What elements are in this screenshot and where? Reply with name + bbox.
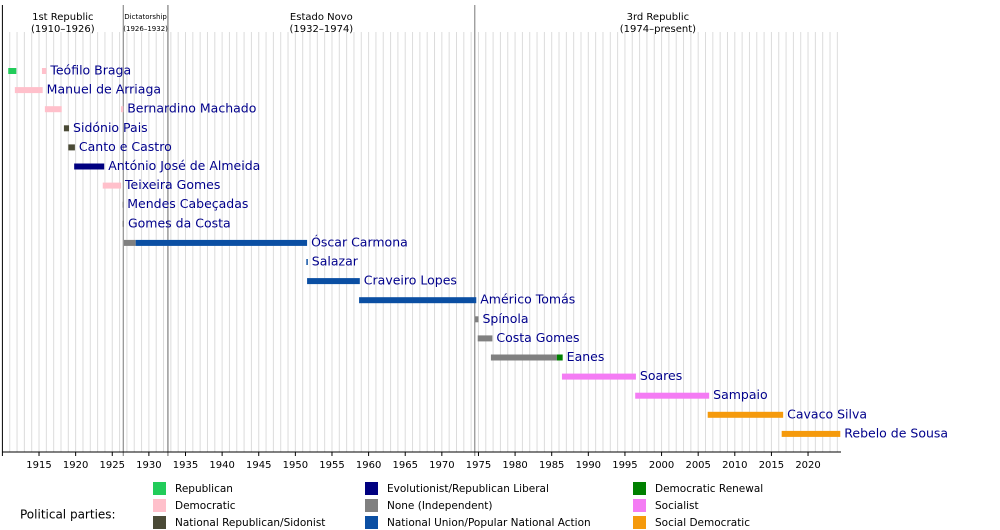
x-tick-label: 1985 <box>539 460 564 471</box>
x-tick-label: 1945 <box>246 460 271 471</box>
legend-label: Social Democratic <box>655 517 750 529</box>
president-name: Craveiro Lopes <box>364 273 457 288</box>
legend-swatch <box>633 499 646 512</box>
term-bar <box>306 259 308 265</box>
president-name: Óscar Carmona <box>311 234 408 249</box>
term-bar <box>102 182 122 189</box>
legend-swatch <box>153 499 166 512</box>
president-name: Rebelo de Sousa <box>844 425 948 440</box>
president-name: Cavaco Silva <box>787 406 867 421</box>
term-bar <box>68 144 75 151</box>
era-name: Estado Novo <box>290 12 353 23</box>
president-name: Teófilo Braga <box>49 63 131 78</box>
x-tick-label: 1995 <box>612 460 637 471</box>
x-tick-label: 2005 <box>685 460 710 471</box>
term-bar <box>44 106 62 113</box>
legend-swatch <box>633 482 646 495</box>
term-bar <box>707 411 784 418</box>
x-tick-label: 1935 <box>173 460 198 471</box>
legend-label: Democratic <box>175 500 236 512</box>
president-name: Gomes da Costa <box>128 215 231 230</box>
era-name: 1st Republic <box>32 12 93 23</box>
president-name: Mendes Cabeçadas <box>127 196 248 211</box>
x-tick-label: 1915 <box>26 460 51 471</box>
legend-swatch <box>365 499 378 512</box>
president-name: Salazar <box>312 254 359 269</box>
term-bar <box>781 430 841 437</box>
term-bar <box>63 125 70 132</box>
legend-label: Evolutionist/Republican Liberal <box>387 483 549 495</box>
legend-swatch <box>633 516 646 529</box>
president-name: Teixeira Gomes <box>124 177 220 192</box>
legend-swatch <box>365 516 378 529</box>
term-bar <box>561 373 636 380</box>
president-name: Canto e Castro <box>79 139 172 154</box>
term-bar <box>135 239 308 246</box>
president-name: Américo Tomás <box>480 292 575 307</box>
term-bar <box>556 354 563 361</box>
x-tick-label: 1955 <box>319 460 344 471</box>
term-bar <box>359 297 477 304</box>
x-tick-label: 1920 <box>63 460 88 471</box>
x-tick-label: 1950 <box>283 460 308 471</box>
x-tick-label: 1970 <box>429 460 454 471</box>
term-bar <box>121 106 124 113</box>
term-bar <box>74 163 105 170</box>
era-name: Dictatorship <box>124 13 167 21</box>
x-tick-label: 1980 <box>502 460 527 471</box>
x-tick-label: 1940 <box>209 460 234 471</box>
term-bar <box>474 316 479 323</box>
legend-swatch <box>153 516 166 529</box>
legend-label: Democratic Renewal <box>655 483 763 495</box>
legend-swatch <box>153 482 166 495</box>
legend-title: Political parties: <box>20 508 116 522</box>
x-tick-label: 2000 <box>649 460 674 471</box>
president-name: Manuel de Arriaga <box>47 82 161 97</box>
x-tick-label: 1925 <box>100 460 125 471</box>
x-tick-label: 1930 <box>136 460 161 471</box>
term-bar <box>14 87 43 94</box>
legend-swatch <box>365 482 378 495</box>
legend-label: None (Independent) <box>387 500 492 512</box>
legend-label: Republican <box>175 483 233 495</box>
x-tick-label: 2010 <box>722 460 747 471</box>
x-tick-label: 2020 <box>795 460 820 471</box>
president-name: Sidónio Pais <box>73 120 148 135</box>
term-bar <box>8 68 17 74</box>
term-bar <box>41 68 47 74</box>
president-name: Spínola <box>482 311 528 326</box>
term-bar <box>123 239 136 246</box>
term-bar <box>490 354 557 361</box>
legend-label: Socialist <box>655 500 699 512</box>
president-name: Sampaio <box>713 387 768 402</box>
x-tick-label: 2015 <box>759 460 784 471</box>
term-bar <box>122 220 124 227</box>
term-bar <box>122 201 124 208</box>
president-name: Eanes <box>567 349 605 364</box>
era-period: (1926–1932) <box>123 25 168 33</box>
era-period: (1974–present) <box>620 24 696 35</box>
term-bar <box>477 335 493 342</box>
x-tick-label: 1990 <box>576 460 601 471</box>
legend-label: National Republican/Sidonist <box>175 517 325 529</box>
legend-label: National Union/Popular National Action <box>387 517 591 529</box>
president-name: Bernardino Machado <box>127 101 256 116</box>
term-bar <box>307 278 360 285</box>
era-period: (1910–1926) <box>31 24 95 35</box>
x-tick-label: 1965 <box>392 460 417 471</box>
x-tick-label: 1975 <box>466 460 491 471</box>
era-name: 3rd Republic <box>627 12 690 23</box>
term-bar <box>635 392 710 399</box>
x-tick-label: 1960 <box>356 460 381 471</box>
president-name: Costa Gomes <box>496 330 579 345</box>
era-period: (1932–1974) <box>290 24 354 35</box>
president-name: Soares <box>640 368 682 383</box>
president-name: António José de Almeida <box>108 158 260 173</box>
